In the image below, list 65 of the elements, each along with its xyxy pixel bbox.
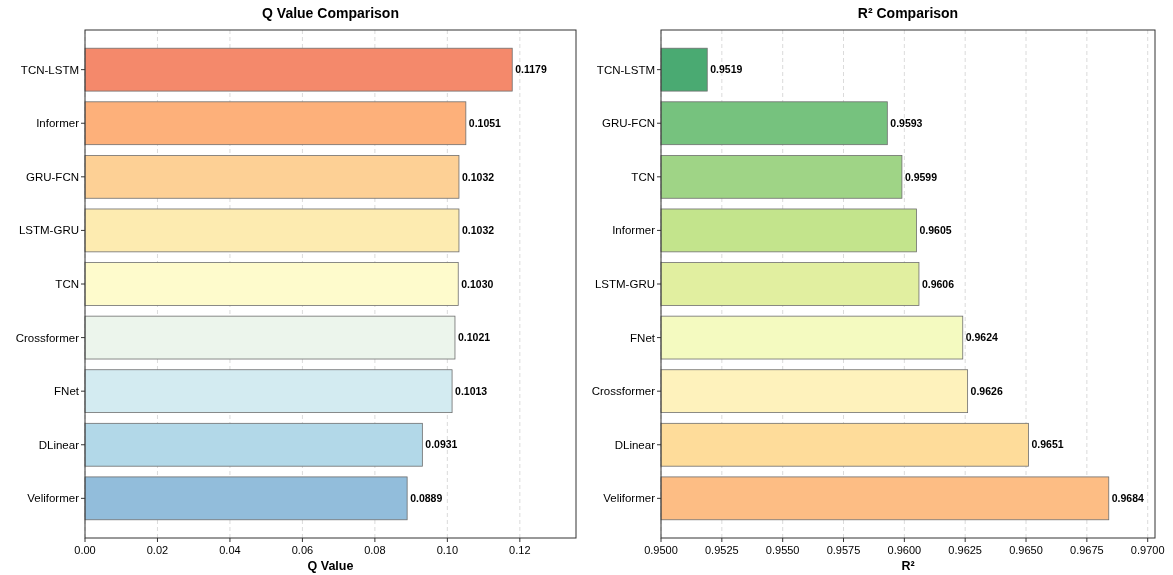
data-label: 0.1013 [455,384,488,397]
y-tick-label: DLinear [614,438,656,451]
y-tick-label: FNet [630,331,656,344]
bar [84,262,459,306]
x-tick-label: 0.9500 [644,544,678,556]
y-tick-label: Crossformer [15,331,80,344]
y-tick-label: Veliformer [27,492,80,505]
y-tick-label: GRU-FCN [601,117,655,130]
x-axis-title: R² [901,559,915,573]
x-tick-label: 0.9700 [1130,544,1165,556]
x-tick-label: 0.9600 [887,544,922,556]
y-tick-label: GRU-FCN [25,170,79,183]
bar [84,369,453,414]
data-label: 0.9593 [890,116,923,129]
x-tick-label: 0.9650 [1009,544,1043,556]
y-tick-label: FNet [54,385,80,398]
x-tick-label: 0.9550 [765,544,800,556]
chart-title: R² Comparison [857,5,959,21]
data-label: 0.1021 [457,331,491,344]
x-tick-label: 0.08 [364,544,386,556]
data-label: 0.9605 [919,224,952,237]
y-tick-label: LSTM-GRU [18,224,79,237]
x-tick-label: 0.9575 [826,544,861,556]
x-axis-title: Q Value [307,559,354,573]
y-tick-label: TCN [631,170,655,183]
data-label: 0.9599 [904,170,938,183]
data-label: 0.1032 [461,170,495,183]
y-tick-label: Crossformer [591,385,656,398]
x-tick-label: 0.9625 [948,544,983,556]
x-tick-label: 0.10 [436,544,459,556]
data-label: 0.0889 [410,492,443,505]
y-tick-label: TCN-LSTM [596,63,655,76]
bar [84,101,467,146]
data-label: 0.9684 [1111,492,1145,505]
y-tick-label: Informer [36,117,80,130]
data-label: 0.1030 [461,277,494,290]
bar [84,154,460,199]
y-tick-label: LSTM-GRU [594,278,655,291]
y-tick-label: DLinear [38,438,80,451]
y-tick-label: TCN-LSTM [20,63,79,76]
bar [84,315,456,360]
x-tick-label: 0.04 [219,544,241,556]
y-tick-label: Veliformer [603,492,656,505]
bar [84,208,460,253]
bar [84,422,423,467]
x-tick-label: 0.00 [74,544,96,556]
data-label: 0.9624 [965,331,999,344]
x-tick-label: 0.06 [291,544,314,556]
data-label: 0.1179 [515,63,547,76]
data-label: 0.1032 [461,224,495,237]
y-tick-label: Informer [612,224,656,237]
data-label: 0.9519 [710,63,743,76]
data-label: 0.9606 [921,277,955,290]
bar [84,47,513,92]
data-label: 0.0931 [425,438,458,451]
x-tick-label: 0.9675 [1070,544,1104,556]
bar [84,476,408,521]
chart-title: Q Value Comparison [262,5,399,21]
data-label: 0.9651 [1031,438,1064,451]
x-tick-label: 0.9525 [705,544,739,556]
y-tick-label: TCN [55,278,79,291]
x-tick-label: 0.12 [509,544,531,556]
data-label: 0.9626 [970,384,1003,397]
x-tick-label: 0.02 [146,544,169,556]
data-label: 0.1051 [468,116,502,129]
